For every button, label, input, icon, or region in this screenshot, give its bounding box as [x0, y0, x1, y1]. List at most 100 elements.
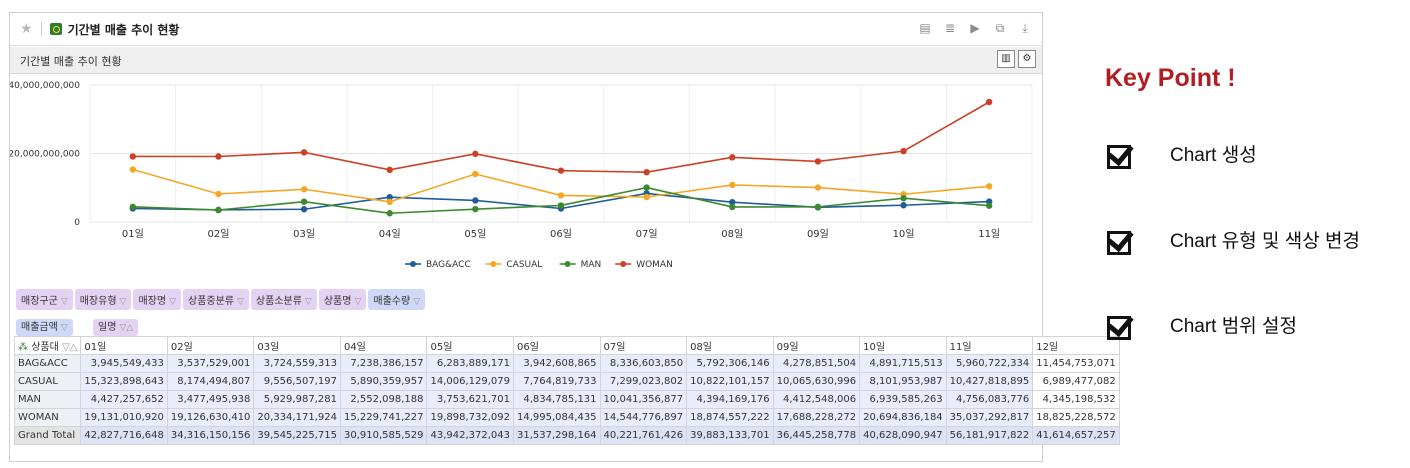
table-cell[interactable]: 3,477,495,938	[166, 390, 255, 409]
table-cell[interactable]: 15,229,741,227	[339, 408, 428, 427]
filter-field-button[interactable]: 매장명 ▽	[133, 289, 181, 310]
table-cell[interactable]: 4,891,715,513	[859, 354, 947, 373]
table-cell[interactable]: 40,628,090,947	[859, 426, 947, 445]
table-cell[interactable]: 14,006,129,079	[426, 372, 515, 391]
filter-field-button[interactable]: 상품소분류 ▽	[250, 289, 317, 310]
table-cell[interactable]: 19,898,732,092	[426, 408, 515, 427]
y-tick-label: 0	[74, 218, 80, 228]
filter-field-button[interactable]: 매장구군 ▽	[16, 289, 73, 310]
table-cell[interactable]: 6,283,889,171	[426, 354, 515, 373]
database-icon[interactable]: ≣	[944, 21, 956, 35]
table-cell[interactable]: 20,334,171,924	[253, 408, 341, 427]
column-header[interactable]: 01일	[80, 336, 168, 355]
table-cell[interactable]: 3,753,621,701	[426, 390, 515, 409]
table-cell[interactable]: 7,764,819,733	[513, 372, 601, 391]
table-cell[interactable]: 7,238,386,157	[339, 354, 428, 373]
table-cell[interactable]: 41,614,657,257	[1032, 426, 1120, 445]
table-cell[interactable]: 5,792,306,146	[686, 354, 774, 373]
table-cell[interactable]: 3,942,608,865	[513, 354, 601, 373]
table-cell[interactable]: 8,101,953,987	[859, 372, 947, 391]
table-cell[interactable]: 42,827,716,648	[80, 426, 168, 445]
table-cell[interactable]: 20,694,836,184	[859, 408, 947, 427]
table-cell[interactable]: 8,336,603,850	[599, 354, 688, 373]
chart-toggle-icon[interactable]: ▥	[997, 50, 1015, 68]
favorite-star-icon[interactable]: ★	[20, 21, 33, 37]
download-icon[interactable]: ⤓	[1022, 21, 1028, 35]
column-header[interactable]: 10일	[859, 336, 947, 355]
table-cell[interactable]: 2,552,098,188	[339, 390, 428, 409]
table-cell[interactable]: 39,545,225,715	[253, 426, 341, 445]
column-header[interactable]: 06일	[513, 336, 601, 355]
column-header[interactable]: 07일	[599, 336, 688, 355]
table-cell[interactable]: 17,688,228,272	[772, 408, 861, 427]
table-cell[interactable]: 31,537,298,164	[513, 426, 601, 445]
row-header[interactable]: WOMAN	[13, 408, 82, 427]
play-icon[interactable]: ▶	[970, 21, 980, 35]
legend-label: BAG&ACC	[426, 260, 471, 270]
table-cell[interactable]: 40,221,761,426	[599, 426, 688, 445]
column-header[interactable]: 04일	[339, 336, 428, 355]
table-cell[interactable]: 3,537,529,001	[166, 354, 255, 373]
table-cell[interactable]: 19,126,630,410	[166, 408, 255, 427]
table-cell[interactable]: 6,939,585,263	[859, 390, 947, 409]
table-cell[interactable]: 4,278,851,504	[772, 354, 861, 373]
table-cell[interactable]: 5,929,987,281	[253, 390, 341, 409]
table-cell[interactable]: 6,989,477,082	[1032, 372, 1120, 391]
table-cell[interactable]: 7,299,023,802	[599, 372, 688, 391]
table-cell[interactable]: 19,131,010,920	[80, 408, 168, 427]
table-cell[interactable]: 4,834,785,131	[513, 390, 601, 409]
table-cell[interactable]: 36,445,258,778	[772, 426, 861, 445]
table-cell[interactable]: 15,323,898,643	[80, 372, 168, 391]
table-cell[interactable]: 34,316,150,156	[166, 426, 255, 445]
table-cell[interactable]: 8,174,494,807	[166, 372, 255, 391]
table-cell[interactable]: 10,427,818,895	[945, 372, 1034, 391]
table-cell[interactable]: 5,890,359,957	[339, 372, 428, 391]
table-cell[interactable]: 4,394,169,176	[686, 390, 774, 409]
table-cell[interactable]: 14,995,084,435	[513, 408, 601, 427]
table-cell[interactable]: 4,412,548,006	[772, 390, 861, 409]
table-cell[interactable]: 18,874,557,222	[686, 408, 774, 427]
table-cell[interactable]: 10,822,101,157	[686, 372, 774, 391]
table-cell[interactable]: 4,427,257,652	[80, 390, 168, 409]
row-header[interactable]: Grand Total	[13, 426, 82, 445]
table-cell[interactable]: 39,883,133,701	[686, 426, 774, 445]
data-field-button[interactable]: 매출금액 ▽	[16, 319, 73, 336]
export-icon[interactable]: ⧉	[995, 21, 1005, 35]
filter-field-button[interactable]: 상품중분류 ▽	[183, 289, 249, 310]
table-cell[interactable]: 4,345,198,532	[1032, 390, 1120, 409]
table-cell[interactable]: 18,825,228,572	[1032, 408, 1120, 427]
filter-field-button[interactable]: 상품명 ▽	[318, 289, 367, 310]
table-cell[interactable]: 56,181,917,822	[945, 426, 1034, 445]
filter-icon: ▽	[169, 297, 176, 307]
column-header[interactable]: 12일	[1032, 336, 1120, 355]
table-cell[interactable]: 30,910,585,529	[339, 426, 428, 445]
column-header[interactable]: 02일	[166, 336, 255, 355]
filter-field-label: 상품소분류	[255, 296, 302, 307]
column-header[interactable]: 05일	[426, 336, 515, 355]
table-cell[interactable]: 43,942,372,043	[426, 426, 515, 445]
table-cell[interactable]: 35,037,292,817	[945, 408, 1034, 427]
table-cell[interactable]: 14,544,776,897	[599, 408, 688, 427]
report-icon[interactable]: ▤	[919, 21, 931, 35]
table-cell[interactable]: 5,960,722,334	[945, 354, 1034, 373]
filter-field-button[interactable]: 매출수량 ▽	[368, 289, 426, 310]
row-field-header[interactable]: ⁂ 상품대 ▽△	[13, 336, 82, 355]
row-header[interactable]: BAG&ACC	[13, 354, 82, 373]
column-header[interactable]: 03일	[253, 336, 341, 355]
row-header[interactable]: MAN	[13, 390, 82, 409]
table-cell[interactable]: 3,945,549,433	[80, 354, 168, 373]
filter-field-button[interactable]: 매장유형 ▽	[74, 289, 132, 310]
column-header[interactable]: 11일	[945, 336, 1034, 355]
table-cell[interactable]: 10,041,356,877	[599, 390, 688, 409]
table-cell[interactable]: 3,724,559,313	[253, 354, 341, 373]
row-header[interactable]: CASUAL	[13, 372, 82, 391]
table-cell[interactable]: 11,454,753,071	[1032, 354, 1120, 373]
column-header[interactable]: 09일	[772, 336, 861, 355]
data-point	[643, 168, 650, 176]
table-cell[interactable]: 10,065,630,996	[772, 372, 861, 391]
column-header[interactable]: 08일	[686, 336, 774, 355]
column-field-button[interactable]: 일명 ▽△	[93, 319, 139, 336]
settings-icon[interactable]: ⚙	[1018, 50, 1036, 68]
table-cell[interactable]: 9,556,507,197	[253, 372, 341, 391]
table-cell[interactable]: 4,756,083,776	[945, 390, 1034, 409]
